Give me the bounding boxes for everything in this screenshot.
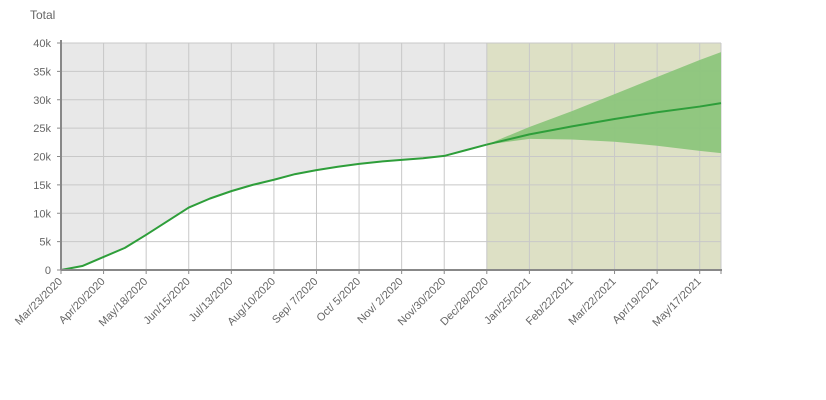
x-tick-label: Sep/ 7/2020: [270, 276, 320, 326]
observed-series-line: [60, 143, 488, 271]
y-tick-label: 20k: [33, 152, 51, 164]
y-tick-label: 30k: [33, 95, 51, 107]
series-lines: [60, 102, 722, 271]
x-tick-label: Mar/23/2020: [13, 276, 65, 328]
y-tick-labels: 0 5k 10k 15k 20k 25k 30k 35k 40k: [33, 38, 51, 277]
x-tick-labels: Mar/23/2020Apr/20/2020May/18/2020Jun/15/…: [13, 276, 704, 329]
forecast-band-layer: [486, 52, 721, 154]
axes: [57, 40, 722, 274]
y-tick-label: 5k: [39, 237, 51, 249]
y-tick-label: 10k: [33, 208, 51, 220]
y-tick-label: 15k: [33, 180, 51, 192]
forecast-series-line: [486, 102, 722, 146]
y-tick-label: 40k: [33, 38, 51, 50]
y-tick-label: 35k: [33, 66, 51, 78]
y-axis-title: Total: [30, 8, 55, 22]
y-tick-label: 25k: [33, 123, 51, 135]
forecast-confidence-band: [486, 52, 721, 154]
y-tick-label: 0: [45, 265, 51, 277]
